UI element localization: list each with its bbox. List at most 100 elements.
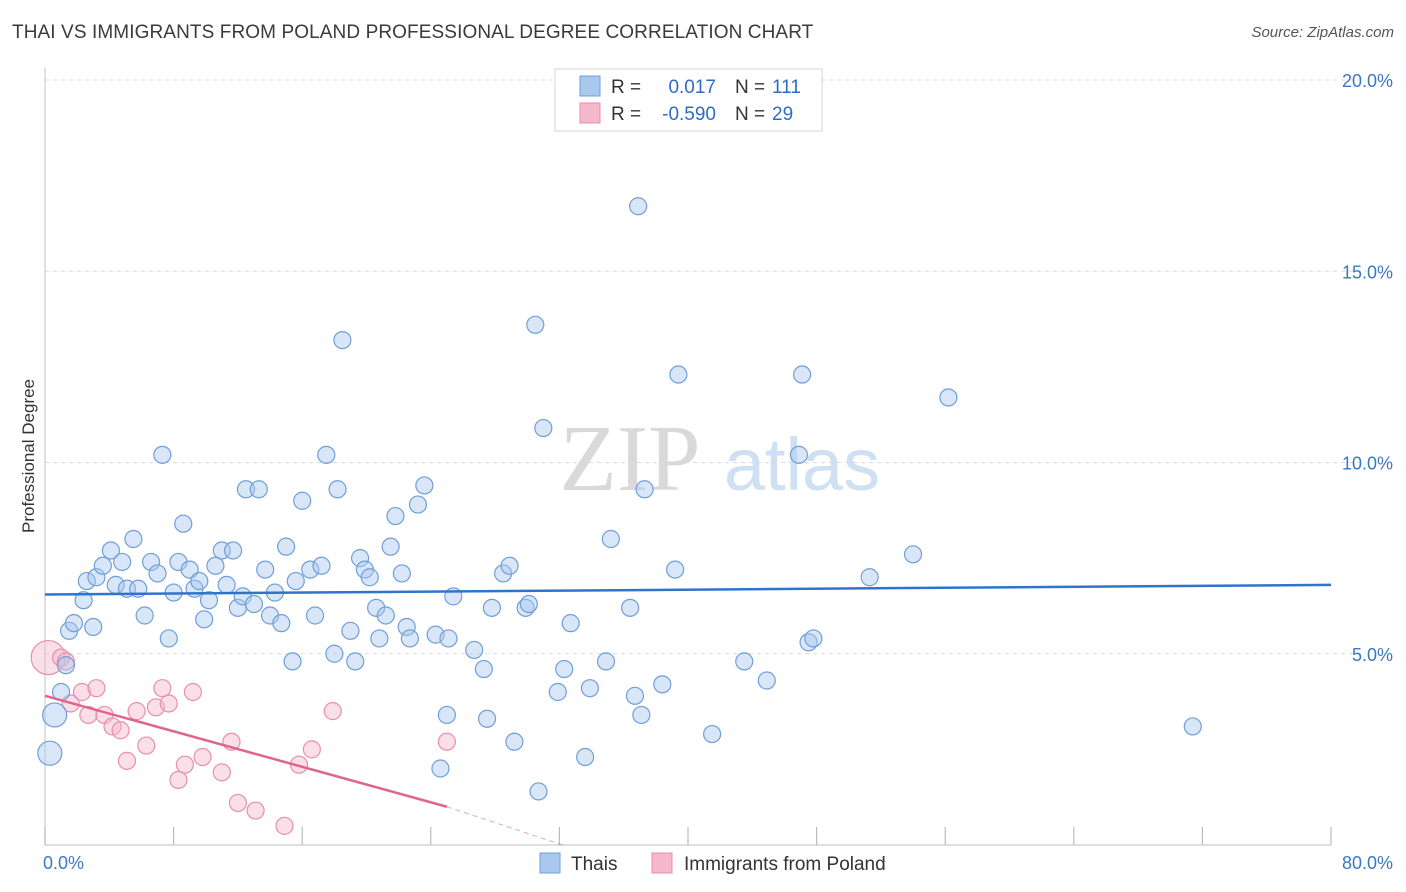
thais-point [386, 506, 405, 526]
axes [44, 68, 1332, 846]
legend-n-value-poland: 29 [772, 104, 793, 125]
thais-point [325, 644, 344, 663]
thais-point [505, 732, 524, 751]
legend-box: R = 0.017 N = 111 R = -0.590 N = 29 [554, 68, 823, 132]
bottom-legend-poland: Immigrants from Poland [684, 854, 886, 875]
thais-point [249, 480, 268, 499]
poland-point [437, 732, 456, 751]
thais-point [482, 598, 501, 617]
thais-point [437, 705, 456, 725]
legend-n-label-poland: N = [735, 104, 765, 125]
poland-point [72, 682, 92, 702]
poland-point [111, 721, 130, 740]
poland-point [30, 639, 66, 676]
thais-point [301, 560, 320, 579]
legend-n-label-thais: N = [735, 77, 765, 98]
thais-points [37, 197, 1202, 801]
thais-point [474, 659, 493, 679]
thais-point [860, 568, 879, 587]
thais-point [519, 594, 538, 614]
thais-point [735, 652, 754, 671]
thais-point [360, 568, 379, 587]
thais-point [666, 560, 685, 579]
thais-point [174, 514, 193, 533]
thais-point [400, 629, 420, 648]
thais-point [190, 571, 209, 591]
bottom-legend-swatch-poland [651, 852, 673, 874]
thais-point [101, 541, 121, 560]
thais-point [84, 617, 103, 637]
bottom-legend: Thais Immigrants from Poland [539, 852, 886, 875]
thais-point [439, 629, 458, 648]
legend-n-value-thais: 111 [772, 77, 801, 98]
thais-point [159, 629, 178, 648]
thais-point [328, 480, 347, 499]
thais-point [236, 480, 256, 499]
thais-point [293, 491, 312, 510]
legend-swatch-poland [579, 102, 601, 124]
poland-point [127, 702, 146, 721]
poland-point [175, 755, 194, 774]
thais-point [621, 598, 640, 617]
thais-point [703, 724, 722, 744]
bottom-legend-thais: Thais [571, 854, 617, 875]
thais-point [367, 598, 386, 617]
thais-point [669, 365, 688, 384]
thais-point [199, 591, 219, 610]
thais-point [793, 365, 812, 384]
poland-point [302, 740, 321, 759]
thais-point [392, 564, 411, 583]
thais-point [93, 556, 112, 575]
thais-point [632, 705, 651, 725]
bottom-legend-swatch-thais [539, 852, 561, 874]
thais-point [346, 652, 365, 671]
poland-point [56, 652, 75, 671]
thais-point [74, 591, 93, 610]
thais-point [555, 659, 574, 679]
poland-point [117, 751, 137, 770]
thais-point [272, 614, 291, 633]
thais-point [529, 782, 548, 801]
poland-point [79, 705, 98, 725]
thais-point [244, 594, 264, 614]
grid-lines [45, 79, 1366, 655]
thais-point [629, 197, 648, 216]
poland-point [183, 682, 202, 702]
thais-point [804, 629, 823, 648]
thais-point [526, 315, 545, 334]
y-tick-label: 20.0% [1342, 71, 1393, 91]
thais-point [333, 331, 352, 350]
thais-point [195, 610, 214, 629]
thais-point [56, 656, 75, 675]
thais-point [317, 445, 336, 464]
thais-point [64, 614, 84, 633]
thais-point [465, 640, 484, 660]
thais-point [286, 571, 305, 591]
chart-title: THAI VS IMMIGRANTS FROM POLAND PROFESSIO… [12, 22, 814, 43]
thais-point [548, 682, 567, 702]
thais-point [625, 686, 645, 705]
poland-point [212, 763, 231, 782]
watermark-zip: ZIP [560, 407, 701, 511]
thais-point [757, 671, 776, 690]
thais-point [305, 606, 325, 625]
legend-r-value-poland: -0.590 [662, 104, 716, 125]
thais-point [376, 606, 395, 625]
thais-point [561, 614, 580, 633]
thais-point [415, 476, 434, 495]
thais-point [135, 606, 154, 625]
source-label: Source: ZipAtlas.com [1251, 24, 1394, 41]
tick-labels: 5.0% 10.0% 15.0% 20.0% 0.0% 80.0% [43, 71, 1393, 873]
thais-point [312, 556, 331, 575]
thais-point [206, 556, 225, 575]
poland-trend-extension [446, 806, 563, 846]
thais-point [601, 529, 620, 549]
thais-point [1183, 717, 1202, 736]
thais-point [397, 617, 416, 637]
thais-point [534, 418, 553, 438]
watermark-atlas: atlas [724, 423, 880, 506]
thais-trend-line [44, 583, 1332, 596]
x-tick-label-max: 80.0% [1342, 853, 1393, 873]
poland-point [137, 736, 156, 755]
